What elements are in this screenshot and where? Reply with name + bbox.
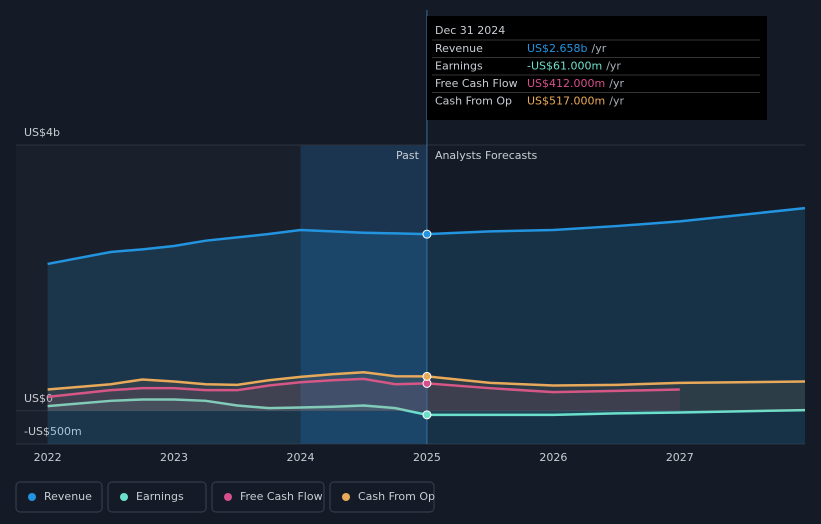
- series-line: [47, 398, 806, 417]
- highlight-region: [300, 145, 427, 444]
- y-tick-label: -US$500m: [24, 425, 82, 438]
- tooltip-value: US$2.658b/yr: [527, 42, 607, 55]
- tooltip-value-text: -US$61.000m: [527, 60, 602, 73]
- tooltip-label: Free Cash Flow: [435, 77, 518, 90]
- marker: [422, 410, 432, 420]
- series-line: [47, 370, 806, 391]
- x-tick-label: 2025: [413, 451, 441, 464]
- legend-box[interactable]: [329, 481, 435, 513]
- plot-area: US$4b US$0 -US$500m 2022 2023 2024 2025 2026 202…: [16, 10, 806, 464]
- tooltip-value: US$517.000m/yr: [527, 95, 624, 108]
- tooltip-label: Cash From Op: [435, 95, 512, 108]
- legend-item[interactable]: Earnings: [107, 481, 207, 513]
- tooltip-value: US$412.000m/yr: [527, 77, 624, 90]
- x-tick-label: 2024: [286, 451, 314, 464]
- area: [47, 372, 805, 411]
- legend-box[interactable]: [211, 481, 325, 513]
- legend: Revenue Earnings Free Cash Flow Cash From O…: [15, 481, 435, 513]
- tooltip-value-text: US$412.000m: [527, 77, 605, 90]
- legend-label: Earnings: [136, 490, 184, 503]
- legend-box[interactable]: [107, 481, 207, 513]
- x-tick-label: 2027: [666, 451, 694, 464]
- past-label: Past: [396, 149, 420, 162]
- series-line: [47, 206, 806, 266]
- legend-swatch: [342, 493, 350, 501]
- legend-swatch: [28, 493, 36, 501]
- legend-item[interactable]: Free Cash Flow: [211, 481, 325, 513]
- tooltip-unit: /yr: [606, 60, 621, 73]
- forecast-label: Analysts Forecasts: [435, 149, 538, 162]
- tooltip-unit: /yr: [609, 77, 624, 90]
- legend-box[interactable]: [15, 481, 103, 513]
- x-tick-label: 2026: [539, 451, 567, 464]
- legend-item[interactable]: Cash From Op: [329, 481, 435, 513]
- legend-label: Cash From Op: [358, 490, 435, 503]
- marker: [422, 229, 432, 239]
- tooltip: Dec 31 2024 Revenue US$2.658b/yr Earnings -U…: [427, 16, 767, 120]
- legend-item[interactable]: Revenue: [15, 481, 103, 513]
- series-line: [47, 377, 680, 399]
- y-tick-label: US$4b: [24, 126, 60, 139]
- area: [47, 378, 680, 411]
- tooltip-box: [427, 16, 767, 120]
- legend-label: Free Cash Flow: [240, 490, 323, 503]
- legend-label: Revenue: [44, 490, 92, 503]
- tooltip-value-text: US$2.658b: [527, 42, 588, 55]
- tooltip-value-text: US$517.000m: [527, 95, 605, 108]
- legend-swatch: [224, 493, 232, 501]
- x-tick-label: 2023: [160, 451, 188, 464]
- tooltip-label: Revenue: [435, 42, 483, 55]
- tooltip-unit: /yr: [609, 95, 624, 108]
- marker: [422, 371, 432, 381]
- area: [47, 399, 805, 415]
- legend-swatch: [120, 493, 128, 501]
- y-tick-label: US$0: [24, 392, 53, 405]
- x-tick-label: 2022: [34, 451, 62, 464]
- tooltip-label: Earnings: [435, 60, 483, 73]
- tooltip-unit: /yr: [592, 42, 607, 55]
- tooltip-value: -US$61.000m/yr: [527, 60, 621, 73]
- tooltip-date: Dec 31 2024: [435, 24, 505, 37]
